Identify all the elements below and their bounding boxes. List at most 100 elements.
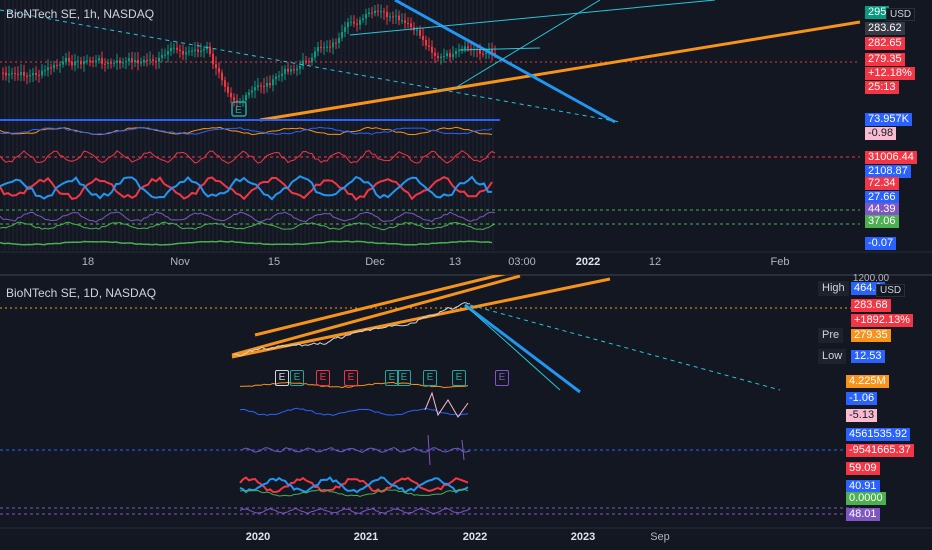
candle-body <box>107 62 109 65</box>
hour-shade <box>252 0 254 250</box>
candle-body <box>50 67 52 69</box>
top-chart-pane[interactable]: E BioNTech SE, 1h, NASDAQ 295 283.62 282.6… <box>0 0 932 275</box>
candle-body <box>374 10 376 14</box>
candle-body <box>47 67 49 71</box>
candle-body <box>53 64 55 69</box>
candle-body <box>359 19 361 25</box>
hour-shade <box>108 0 110 250</box>
time-axis-label: 2022 <box>575 256 601 268</box>
rsi-line <box>0 211 496 223</box>
hour-shade <box>16 0 18 250</box>
hour-shade <box>156 0 158 250</box>
hour-shade <box>368 0 370 250</box>
time-axis-label: 18 <box>81 256 95 268</box>
candle-body <box>77 60 79 62</box>
candle-body <box>224 80 226 87</box>
macd-line <box>239 407 469 417</box>
indicator-tag: 40.91 <box>846 480 880 493</box>
candle-body <box>437 55 439 58</box>
earnings-marker[interactable]: E <box>290 370 304 386</box>
candle-body <box>173 47 175 49</box>
candle-body <box>245 95 247 101</box>
candle-body <box>215 64 217 69</box>
indicator-tag: -9541665.37 <box>846 444 914 457</box>
candle-body <box>143 59 145 63</box>
hour-shade <box>48 0 50 250</box>
hour-shade <box>76 0 78 250</box>
top-chart-canvas[interactable]: E <box>0 0 932 275</box>
candle-body <box>455 51 457 55</box>
candle-body <box>479 49 481 54</box>
channel-line <box>349 0 716 36</box>
hour-shade <box>36 0 38 250</box>
hour-shade <box>444 0 446 250</box>
candle-body <box>491 49 493 53</box>
legend-value: +1892.13% <box>851 314 913 327</box>
top-currency-badge[interactable]: USD <box>886 8 916 21</box>
earnings-marker[interactable]: E <box>495 370 509 386</box>
candle-body <box>443 55 445 57</box>
candle-body <box>164 54 166 56</box>
hour-shade <box>188 0 190 250</box>
hour-shade <box>380 0 382 250</box>
pane-divider[interactable] <box>0 274 932 276</box>
candle-body <box>101 58 103 64</box>
candle-body <box>20 72 22 75</box>
channel-trendline <box>254 275 506 337</box>
candle-body <box>422 35 424 40</box>
hour-shade <box>140 0 142 250</box>
earnings-marker[interactable]: E <box>344 370 358 386</box>
candle-body <box>371 12 373 14</box>
candle-body <box>389 16 391 18</box>
earnings-marker[interactable]: E <box>397 370 411 386</box>
candle-body <box>290 69 292 72</box>
candle-body <box>278 75 280 77</box>
candle-body <box>449 53 451 58</box>
bottom-chart-canvas[interactable] <box>0 275 932 550</box>
hour-shade <box>64 0 66 250</box>
hour-shade <box>468 0 470 250</box>
candle-body <box>329 46 331 48</box>
candle-body <box>5 72 7 76</box>
hour-shade <box>72 0 74 250</box>
hour-shade <box>476 0 478 250</box>
candle-body <box>125 61 127 63</box>
channel-line <box>459 47 541 51</box>
candle-body <box>212 53 214 65</box>
resistance-trendline <box>394 0 616 124</box>
candle-body <box>86 60 88 62</box>
candle-body <box>410 23 412 28</box>
hour-shade <box>124 0 126 250</box>
candle-body <box>29 75 31 77</box>
candle-body <box>308 61 310 63</box>
candle-body <box>161 55 163 58</box>
hour-shade <box>448 0 450 250</box>
hour-shade <box>28 0 30 250</box>
hour-shade <box>164 0 166 250</box>
price-tag: 295 <box>865 6 890 19</box>
candle-body <box>197 49 199 52</box>
bottom-currency-badge[interactable]: USD <box>876 284 906 297</box>
hour-shade <box>184 0 186 250</box>
candle-body <box>401 20 403 22</box>
hour-shade <box>412 0 414 250</box>
hour-shade <box>248 0 250 250</box>
candle-body <box>167 51 169 55</box>
candle-body <box>257 85 259 88</box>
hour-shade <box>452 0 454 250</box>
earnings-marker[interactable]: E <box>423 370 437 386</box>
earnings-marker[interactable]: E <box>452 370 466 386</box>
channel-line <box>464 304 561 391</box>
hour-shade <box>272 0 274 250</box>
hour-shade <box>80 0 82 250</box>
earnings-marker[interactable]: E <box>316 370 330 386</box>
earnings-marker[interactable]: E <box>275 370 289 386</box>
earnings-marker[interactable]: E <box>385 370 399 386</box>
bottom-chart-pane[interactable]: BioNTech SE, 1D, NASDAQ 1200.00 High 464.… <box>0 273 932 550</box>
hour-shade <box>344 0 346 250</box>
hour-shade <box>192 0 194 250</box>
legend-label: Low <box>818 349 847 364</box>
indicator-tag: -1.06 <box>846 392 878 405</box>
candle-body <box>365 14 367 19</box>
daily-price-line <box>234 302 471 357</box>
